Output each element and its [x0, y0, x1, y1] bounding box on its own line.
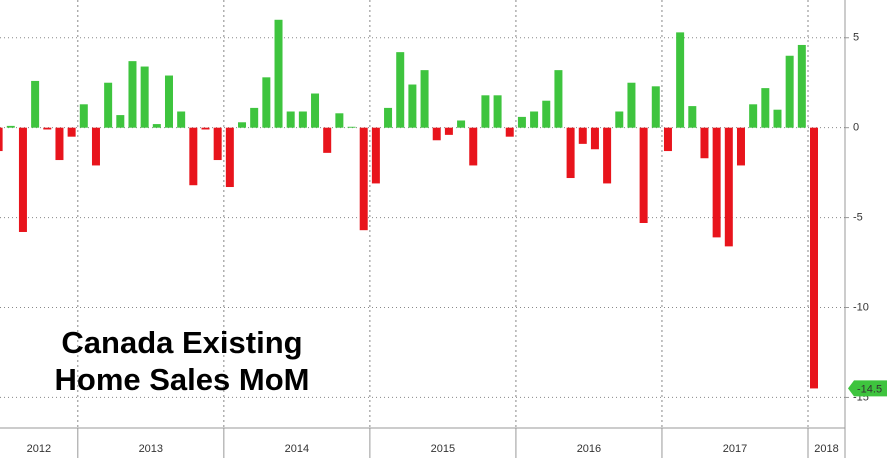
bar [578, 127, 587, 144]
y-tick-label: -10 [853, 301, 869, 313]
bar [530, 111, 539, 128]
bar [639, 127, 648, 223]
bar [773, 109, 782, 128]
bar [67, 127, 76, 137]
y-tick-label: -5 [853, 212, 863, 224]
bar [0, 127, 3, 152]
bar [554, 70, 563, 128]
bar [663, 127, 672, 152]
y-tick-label: 0 [853, 122, 859, 134]
bar [493, 95, 502, 128]
bar [79, 104, 88, 128]
bar [6, 125, 15, 128]
bar [225, 127, 234, 188]
bar [262, 77, 271, 128]
x-tick-label: 2018 [814, 443, 838, 455]
bar [116, 115, 125, 128]
bar [335, 113, 344, 128]
value-badge [848, 380, 887, 397]
bar [189, 127, 198, 186]
bar [164, 75, 173, 128]
bar [457, 120, 466, 128]
chart-title: Canada Existing Home Sales MoM [54, 325, 310, 397]
bar [250, 107, 259, 128]
bar [128, 61, 137, 128]
bar [201, 127, 210, 130]
value-label: -14.5 [857, 383, 882, 395]
bar [420, 70, 429, 128]
bar [18, 127, 27, 232]
bar [810, 127, 818, 389]
bar [104, 82, 113, 128]
x-tick-label: 2016 [577, 443, 601, 455]
bar [505, 127, 514, 137]
bar [444, 127, 453, 135]
bar [676, 32, 685, 128]
bar [712, 127, 721, 238]
bar [700, 127, 709, 159]
bar [651, 86, 660, 128]
bar [785, 55, 794, 128]
bar [359, 127, 368, 231]
x-tick-label: 2013 [139, 443, 163, 455]
x-tick-label: 2012 [27, 443, 51, 455]
bar [384, 107, 393, 128]
bar [213, 127, 222, 161]
bar [688, 106, 697, 128]
bar [724, 127, 733, 247]
bar [371, 127, 380, 184]
bar [517, 116, 526, 128]
bar [797, 44, 806, 128]
bar [55, 127, 64, 161]
bar [566, 127, 575, 179]
bar [615, 111, 624, 128]
bar [542, 100, 551, 128]
bar [91, 127, 100, 166]
bar [736, 127, 745, 166]
x-tick-label: 2015 [431, 443, 455, 455]
bar [274, 19, 283, 128]
bar [311, 93, 320, 128]
bar [31, 80, 40, 128]
x-tick-label: 2014 [285, 443, 309, 455]
bar [481, 95, 490, 128]
bar [286, 111, 295, 128]
bar [177, 111, 186, 128]
bar [469, 127, 478, 166]
bar [238, 122, 247, 128]
bar [323, 127, 332, 153]
bar [590, 127, 599, 150]
bar [298, 111, 307, 128]
bar [627, 82, 636, 128]
bar [761, 88, 770, 128]
bar [603, 127, 612, 184]
bar [140, 66, 149, 128]
bar [347, 126, 356, 128]
y-tick-label: 5 [853, 32, 859, 44]
bar [432, 127, 441, 141]
bar [43, 127, 52, 130]
x-tick-label: 2017 [723, 443, 747, 455]
bar [396, 52, 405, 128]
bar [152, 124, 161, 128]
bar [749, 104, 758, 128]
bar [408, 84, 417, 128]
